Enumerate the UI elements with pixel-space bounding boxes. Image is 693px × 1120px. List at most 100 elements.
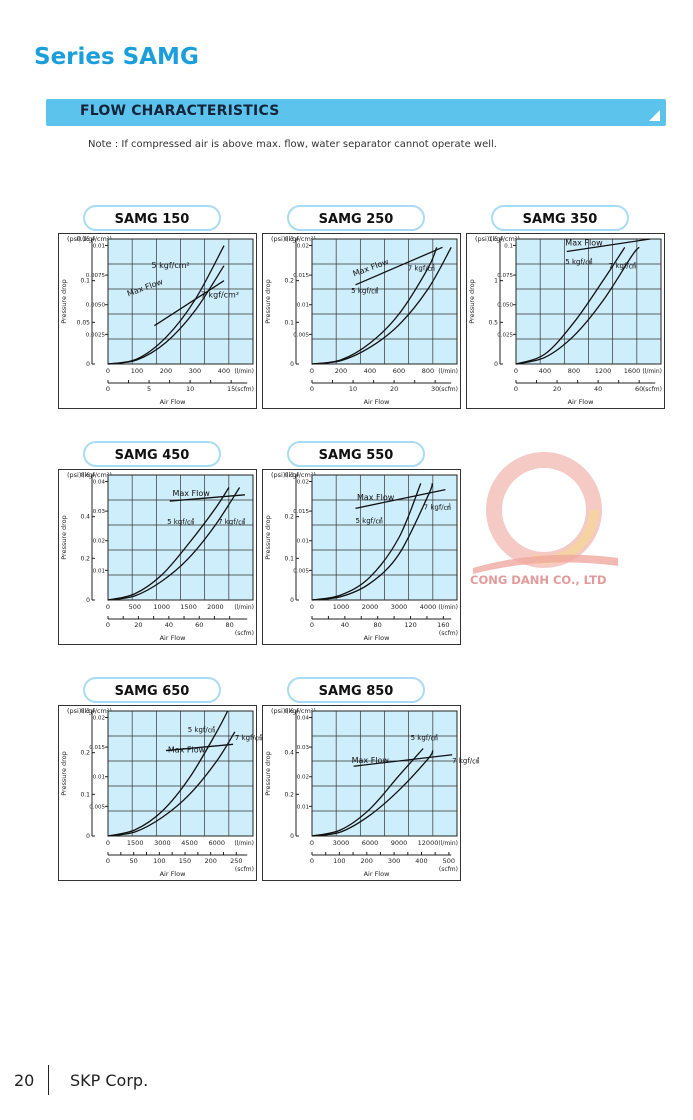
y-tick-label-psi: 0 [290,597,294,604]
x-tick-label-scfm: 10 [349,385,357,393]
grid-lines [312,475,457,600]
x-tick-label-lmin: 2000 [362,603,379,611]
x-tick-label-lmin: 3000 [154,839,171,847]
chart-title: SAMG 150 [115,212,190,227]
y-unit-kgf: (kgf/cm²) [286,235,316,243]
y-tick-label-kgf: 0.0075 [86,273,106,279]
section-header-bar: FLOW CHARACTERISTICS [46,99,666,126]
chart-title-pill [287,441,425,467]
x-tick-label-scfm: 0 [106,857,110,865]
x-tick-label-scfm: 100 [333,857,345,865]
chart-title: SAMG 350 [523,212,598,227]
x-unit-lmin: (l/min) [438,604,458,611]
x-tick-label-lmin: 4000 [420,603,437,611]
x-unit-scfm: (scfm) [235,386,254,393]
chart-title-pill [83,677,221,703]
chart-annotation: Max Flow [172,489,210,498]
x-axis-label: Air Flow [364,870,391,878]
x-unit-lmin: (l/min) [438,368,458,375]
chart-annotation: 5 kgf/㎠ [411,734,438,742]
chart-samg-550: SAMG 550 (psi) (kgf/cm²) 0 0.1 0.2 0.3 0.005 0.0… [262,441,461,645]
x-tick-label-scfm: 20 [553,385,561,393]
y-tick-label-psi: 0 [86,597,90,604]
y-tick-label-psi: 0.6 [284,708,294,715]
chart-samg-350: SAMG 350 (psi) (kgf/cm²) 0 0.5 1 1.5 0.025 0.050… [466,205,665,409]
series-line-max-flow [355,246,443,286]
x-tick-label-lmin: 200 [335,367,347,375]
y-tick-label-psi: 0.2 [284,514,294,521]
y-axis-label: Pressure drop [60,515,68,560]
x-tick-label-lmin: 1500 [180,603,197,611]
x-tick-label-scfm: 60 [195,621,203,629]
chart-annotation: 5 kgf/㎠ [167,518,194,526]
footer-divider [48,1065,49,1095]
y-unit-kgf: (kgf/cm²) [82,471,112,479]
chart-annotation: Max Flow [565,239,603,248]
series-line [107,487,241,601]
x-tick-label-scfm: 40 [165,621,173,629]
x-tick-label-scfm: 20 [134,621,142,629]
watermark-text: CONG DANH CO., LTD [470,573,607,587]
y-tick-label-kgf: 0.050 [497,303,513,309]
series-line [515,246,640,365]
y-tick-label-kgf: 0.01 [297,539,309,545]
series-line [107,710,229,837]
x-unit-scfm: (scfm) [235,630,254,637]
y-tick-label-kgf: 0.01 [297,804,309,810]
y-tick-label-kgf: 0.025 [497,332,513,338]
chart-annotation: Max Flow [168,746,206,755]
x-tick-label-lmin: 12000 [418,839,439,847]
y-tick-label-kgf: 0.1 [504,243,513,249]
series-line-max-flow [353,754,453,767]
y-tick-label-psi: 0.3 [80,708,90,715]
x-tick-label-scfm: 500 [443,857,455,865]
chart-title-pill [83,205,221,231]
x-tick-label-lmin: 3000 [391,603,408,611]
y-tick-label-psi: 0 [494,361,498,368]
y-tick-label-kgf: 0.015 [293,273,309,279]
y-tick-label-psi: 0.4 [80,514,90,521]
x-tick-label-scfm: 40 [594,385,602,393]
x-tick-label-lmin: 0 [310,603,314,611]
x-tick-label-scfm: 30 [431,385,439,393]
y-unit-psi: (psi) [475,235,489,243]
y-axis-label: Pressure drop [264,515,272,560]
chart-samg-650: SAMG 650 (psi) (kgf/cm²) 0 0.1 0.2 0.3 0.005 0.0… [58,677,262,881]
chart-annotation: 7 kgf/㎠ [424,504,451,512]
y-tick-label-kgf: 0.015 [293,509,309,515]
x-unit-scfm: (scfm) [439,386,458,393]
y-tick-label-psi: 0.5 [488,319,498,326]
y-tick-label-kgf: 0.03 [93,509,106,515]
x-tick-label-lmin: 600 [393,367,405,375]
x-unit-lmin: (l/min) [438,840,458,847]
x-tick-label-lmin: 0 [106,367,110,375]
x-tick-label-lmin: 200 [160,367,172,375]
y-tick-label-kgf: 0.02 [297,775,309,781]
chart-title: SAMG 550 [319,448,394,463]
y-tick-label-kgf: 0.04 [93,479,106,485]
grid-lines [108,239,253,364]
chart-annotation: 5 kgf/cm² [152,261,190,270]
x-tick-label-lmin: 300 [189,367,201,375]
y-tick-label-kgf: 0.02 [297,243,309,249]
y-tick-label-psi: 0.6 [80,472,90,479]
x-tick-label-scfm: 80 [226,621,234,629]
x-tick-label-lmin: 2000 [207,603,224,611]
x-tick-label-lmin: 1200 [595,367,612,375]
x-tick-label-lmin: 6000 [362,839,379,847]
x-tick-label-scfm: 80 [374,621,382,629]
y-tick-label-psi: 0 [290,361,294,368]
y-tick-label-psi: 0.1 [284,319,294,326]
chart-samg-850: SAMG 850 (psi) (kgf/cm²) 0 0.2 0.4 0.6 0.01 0.02… [262,677,479,881]
y-tick-label-psi: 0 [86,833,90,840]
x-unit-scfm: (scfm) [235,866,254,873]
x-axis-label: Air Flow [364,634,391,642]
x-tick-label-lmin: 400 [218,367,230,375]
y-tick-label-kgf: 0.02 [93,715,105,721]
series-line-max-flow [355,488,446,509]
y-tick-label-kgf: 0.005 [293,568,309,574]
y-tick-label-psi: 0.15 [77,236,91,243]
x-tick-label-lmin: 0 [310,367,314,375]
x-axis-label: Air Flow [160,634,187,642]
series-line [107,731,236,837]
